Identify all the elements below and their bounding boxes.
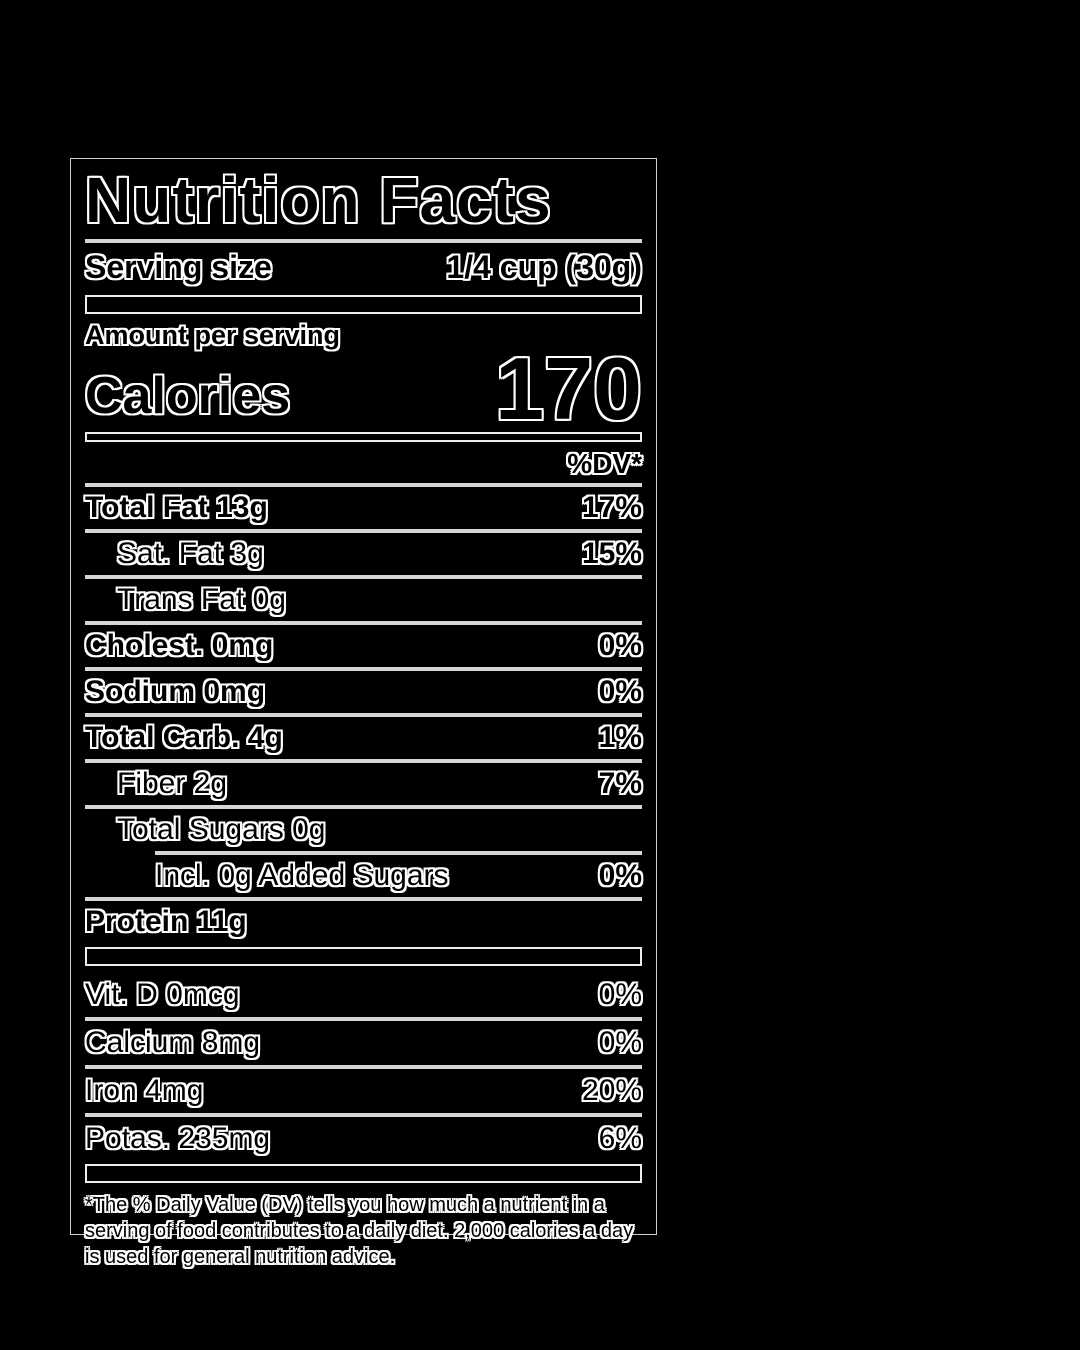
nutrient-name: Total Sugars 0g xyxy=(117,813,326,846)
thick-divider-serving xyxy=(85,295,642,314)
nutrient-row-total-carb: Total Carb. 4g 1% xyxy=(85,719,642,757)
vitamin-row-calcium: Calcium 8mg 0% xyxy=(85,1023,642,1063)
label-title: Nutrition Facts xyxy=(85,164,552,236)
nutrient-dv: 7% xyxy=(598,767,642,800)
divider xyxy=(85,529,642,533)
nutrient-name: Total Carb. 4g xyxy=(85,721,283,754)
divider xyxy=(85,1017,642,1021)
vitamin-row-vitamin-d: Vit. D 0mcg 0% xyxy=(85,975,642,1015)
vitamin-dv: 0% xyxy=(598,1026,642,1059)
nutrient-row-fiber: Fiber 2g 7% xyxy=(85,765,642,803)
nutrient-name: Total Fat 13g xyxy=(85,491,268,524)
vitamin-name: Calcium 8mg xyxy=(85,1026,261,1059)
nutrient-row-trans-fat: Trans Fat 0g xyxy=(85,581,642,619)
calories-label: Calories xyxy=(85,367,291,425)
vitamin-name: Vit. D 0mcg xyxy=(85,978,240,1011)
vitamin-dv: 20% xyxy=(581,1074,642,1107)
nutrient-name: Fiber 2g xyxy=(117,767,228,800)
vitamin-name: Iron 4mg xyxy=(85,1074,204,1107)
divider xyxy=(85,1065,642,1069)
nutrient-name: Sodium 0mg xyxy=(85,675,266,708)
nutrient-name: Incl. 0g Added Sugars xyxy=(155,859,449,892)
nutrient-dv: 15% xyxy=(581,537,642,570)
serving-size-row: Serving size 1/4 cup (30g) xyxy=(85,245,642,288)
nutrient-row-total-sugars: Total Sugars 0g xyxy=(85,811,642,849)
nutrient-row-protein: Protein 11g xyxy=(85,903,642,941)
nutrient-name: Trans Fat 0g xyxy=(117,583,286,616)
divider xyxy=(85,1113,642,1117)
nutrient-name: Protein 11g xyxy=(85,905,247,938)
vitamin-row-potassium: Potas. 235mg 6% xyxy=(85,1119,642,1159)
nutrient-row-total-fat: Total Fat 13g 17% xyxy=(85,489,642,527)
daily-value-footnote: *The % Daily Value (DV) tells you how mu… xyxy=(85,1194,634,1268)
nutrient-name: Sat. Fat 3g xyxy=(117,537,264,570)
nutrient-dv: 0% xyxy=(598,859,642,892)
amount-per-serving-label: Amount per serving xyxy=(85,320,341,350)
thick-divider-vitamins xyxy=(85,947,642,966)
nutrient-row-sat-fat: Sat. Fat 3g 15% xyxy=(85,535,642,573)
nutrient-dv: 1% xyxy=(598,721,642,754)
divider xyxy=(85,483,642,487)
calories-value: 170 xyxy=(495,339,642,438)
divider xyxy=(85,575,642,579)
nutrient-name: Cholest. 0mg xyxy=(85,629,274,662)
divider xyxy=(85,621,642,625)
divider xyxy=(85,667,642,671)
divider xyxy=(85,759,642,763)
vitamin-dv: 0% xyxy=(598,978,642,1011)
divider xyxy=(85,897,642,901)
calories-row: Calories 170 xyxy=(85,339,642,438)
nutrient-dv: 0% xyxy=(598,675,642,708)
divider xyxy=(85,805,642,809)
vitamin-row-iron: Iron 4mg 20% xyxy=(85,1071,642,1111)
serving-size-value: 1/4 cup (30g) xyxy=(446,249,642,285)
serving-size-label: Serving size xyxy=(85,249,272,285)
nutrient-dv: 0% xyxy=(598,629,642,662)
daily-value-header: %DV* xyxy=(567,448,642,479)
divider-under-title xyxy=(85,239,642,243)
medium-divider-dv xyxy=(85,432,642,442)
thick-divider-footnote xyxy=(85,1164,642,1183)
nutrition-facts-label: Nutrition Facts Serving size 1/4 cup (30… xyxy=(70,158,657,1268)
vitamin-name: Potas. 235mg xyxy=(85,1122,271,1155)
divider xyxy=(85,713,642,717)
nutrient-row-added-sugars: Incl. 0g Added Sugars 0% xyxy=(85,857,642,895)
vitamin-dv: 6% xyxy=(598,1122,642,1155)
divider-indented xyxy=(155,851,642,855)
nutrient-dv: 17% xyxy=(581,491,642,524)
nutrient-row-cholesterol: Cholest. 0mg 0% xyxy=(85,627,642,665)
nutrient-row-sodium: Sodium 0mg 0% xyxy=(85,673,642,711)
